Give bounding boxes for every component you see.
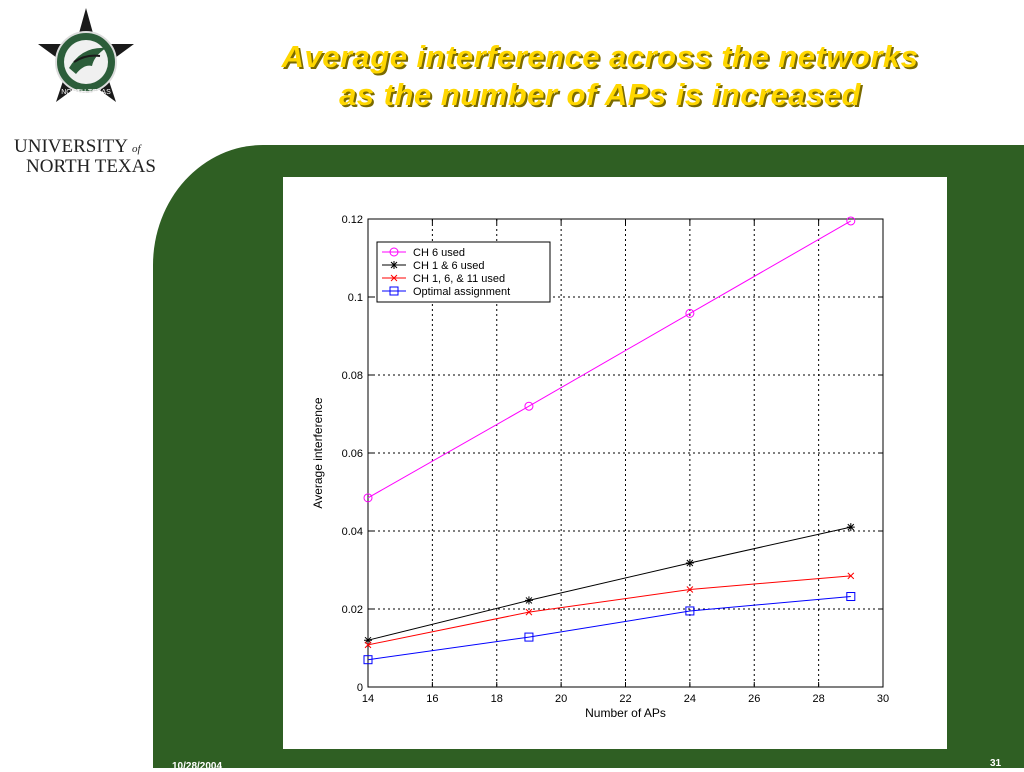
x-tick-label: 22 (619, 693, 631, 705)
square-marker (685, 606, 695, 616)
circle-marker (846, 216, 856, 226)
y-tick-label: 0.04 (342, 526, 363, 538)
y-tick-label: 0.1 (348, 292, 363, 304)
chart-container: 14 16 18 20 22 24 26 28 30 0 0.02 0.04 0.06 0.08 0.1 0.… (283, 177, 947, 749)
x-tick-label: 28 (813, 693, 825, 705)
circle-marker (524, 401, 534, 411)
legend-label: Optimal assignment (413, 286, 510, 298)
series-line (367, 220, 852, 499)
series-line (367, 596, 851, 661)
series-line (367, 575, 851, 646)
series-2 (364, 572, 855, 649)
university-logo: NORTH TEXAS UNIVERSITY of NORTH TEXAS (14, 8, 156, 176)
square-marker (524, 632, 534, 642)
square-marker (363, 655, 373, 665)
logo-of-text: of (132, 143, 143, 155)
eagle-star-emblem: NORTH TEXAS (38, 8, 134, 102)
series-0 (363, 216, 856, 503)
square-marker (846, 592, 856, 602)
series-3 (363, 592, 856, 665)
x-tick-label: 18 (491, 693, 503, 705)
x-tick-label: 16 (426, 693, 438, 705)
x-marker (847, 572, 855, 580)
y-tick-label: 0.02 (342, 604, 363, 616)
x-tick-label: 20 (555, 693, 567, 705)
legend-label: CH 1, 6, & 11 used (413, 273, 505, 285)
page-number: 31 (990, 758, 1002, 769)
square-marker (389, 286, 399, 296)
y-tick-label: 0 (357, 682, 363, 694)
circle-marker (685, 308, 695, 318)
y-tick-label: 0.08 (342, 370, 363, 382)
x-tick-label: 30 (877, 693, 889, 705)
slide-title: Average interference across the networks… (190, 38, 1010, 114)
series-line (367, 526, 851, 641)
circle-marker (389, 247, 399, 257)
x-tick-label: 14 (362, 693, 374, 705)
title-line-2: as the number of APs is increased (339, 77, 861, 112)
x-marker (390, 274, 398, 282)
star-marker (390, 261, 398, 269)
star-marker (685, 558, 694, 567)
x-axis-title: Number of APs (585, 706, 666, 720)
svg-text:NORTH TEXAS: NORTH TEXAS (61, 89, 111, 96)
logo-north-texas-text: NORTH TEXAS (26, 156, 156, 176)
legend-label: CH 6 used (413, 247, 465, 259)
footer-date: 10/28/2004 (172, 761, 223, 772)
x-tick-label: 26 (748, 693, 760, 705)
y-tick-label: 0.06 (342, 448, 363, 460)
legend-label: CH 1 & 6 used (413, 260, 485, 272)
x-tick-label: 24 (684, 693, 696, 705)
y-axis-title: Average interference (311, 397, 325, 509)
y-tick-label: 0.12 (342, 214, 363, 226)
series-1 (364, 523, 855, 645)
logo-university-text: UNIVERSITY (14, 136, 128, 157)
x-marker (525, 608, 533, 616)
title-line-1: Average interference across the networks (281, 39, 919, 74)
line-chart: 14 16 18 20 22 24 26 28 30 0 0.02 0.04 0.06 0.08 0.1 0.… (311, 214, 889, 720)
star-marker (364, 636, 372, 645)
x-marker (364, 641, 372, 649)
x-marker (686, 586, 694, 593)
circle-marker (363, 493, 373, 503)
star-marker (846, 523, 855, 532)
star-marker (524, 596, 533, 605)
